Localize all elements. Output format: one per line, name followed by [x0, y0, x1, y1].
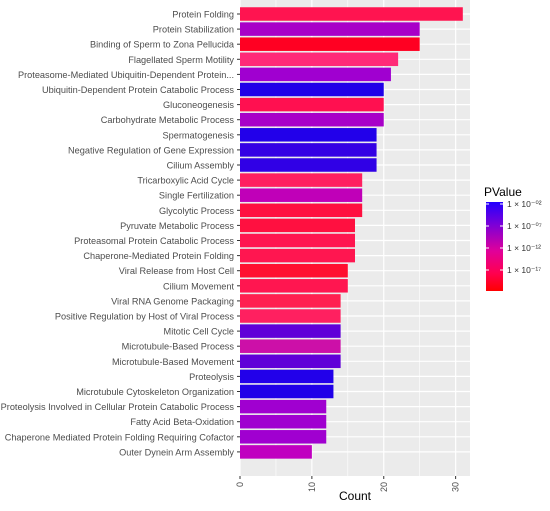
bar — [240, 112, 384, 127]
bar — [240, 324, 341, 338]
legend-colorbar — [486, 202, 503, 291]
category-label: Cilium Movement — [163, 281, 234, 291]
bar — [240, 369, 334, 384]
bar — [240, 354, 341, 369]
bar — [240, 430, 327, 444]
category-label: Flagellated Sperm Motility — [128, 55, 234, 65]
category-label: Chaperone-Mediated Protein Folding — [83, 251, 234, 261]
bar — [240, 158, 377, 172]
category-label: Mitotic Cell Cycle — [164, 327, 234, 337]
bar — [240, 173, 363, 187]
category-label: Spermatogenesis — [163, 130, 235, 140]
category-label: Fatty Acid Beta-Oxidation — [130, 417, 234, 427]
bar — [240, 22, 420, 36]
category-label: Positive Regulation by Host of Viral Pro… — [55, 312, 234, 322]
bar — [240, 399, 327, 414]
category-label: Tricarboxylic Acid Cycle — [137, 176, 234, 186]
category-label: Proteolysis — [189, 372, 234, 382]
bar — [240, 67, 391, 82]
bar — [240, 233, 355, 248]
bar — [240, 52, 399, 67]
bar — [240, 203, 363, 218]
bar — [240, 143, 377, 157]
category-label: Microtubule-Based Process — [122, 342, 235, 352]
bar — [240, 82, 384, 97]
legend-label: 1 × 10⁻¹⁷ — [507, 265, 541, 275]
legend-label: 1 × 10⁻¹² — [507, 243, 541, 253]
bar — [240, 309, 341, 323]
legend-label: 1 × 10⁻⁰² — [507, 199, 542, 209]
bar — [240, 263, 348, 278]
category-labels: Protein Folding Protein Stabilization Bind… — [1, 10, 240, 457]
x-tick-label: 20 — [379, 482, 389, 492]
x-tick-label: 10 — [307, 482, 317, 492]
category-label: Gluconeogenesis — [163, 100, 234, 110]
category-label: Negative Regulation of Gene Expression — [68, 145, 234, 155]
bar — [240, 339, 341, 353]
bar — [240, 294, 341, 308]
x-tick-label: 30 — [451, 482, 461, 492]
category-label: Outer Dynein Arm Assembly — [119, 447, 234, 457]
bar — [240, 37, 420, 51]
category-label: Microtubule-Based Movement — [112, 357, 234, 367]
bar — [240, 97, 384, 112]
bars — [240, 7, 463, 459]
bar — [240, 248, 355, 263]
category-label: Single Fertilization — [159, 191, 234, 201]
legend-ticks: 1 × 10⁻⁰² 1 × 10⁻⁰⁷ 1 × 10⁻¹² 1 × 10⁻¹⁷ — [486, 199, 542, 275]
bar — [240, 279, 348, 293]
category-label: Cilium Assembly — [167, 161, 235, 171]
category-label: Viral Release from Host Cell — [119, 266, 234, 276]
category-label: Viral RNA Genome Packaging — [111, 296, 234, 306]
category-label: Carbohydrate Metabolic Process — [101, 115, 235, 125]
x-axis: 0 10 20 30 — [235, 476, 461, 492]
category-label: Glycolytic Process — [159, 206, 234, 216]
x-tick-label: 0 — [235, 482, 245, 487]
category-label: Proteolysis Involved in Cellular Protein… — [1, 402, 235, 412]
bar — [240, 188, 363, 202]
bar — [240, 218, 355, 233]
category-label: Proteasome-Mediated Ubiquitin-Dependent … — [18, 70, 234, 80]
bar — [240, 128, 377, 142]
category-label: Pyruvate Metabolic Process — [120, 221, 234, 231]
category-label: Binding of Sperm to Zona Pellucida — [90, 40, 235, 50]
legend-title: PValue — [484, 185, 522, 199]
legend: PValue 1 × 10⁻⁰²1 × 10⁻⁰⁷1 × 10⁻¹²1 × 10… — [484, 185, 542, 291]
category-label: Ubiquitin-Dependent Protein Catabolic Pr… — [42, 85, 234, 95]
category-label: Protein Folding — [172, 10, 234, 20]
legend-label: 1 × 10⁻⁰⁷ — [507, 221, 542, 231]
category-label: Proteasomal Protein Catabolic Process — [74, 236, 234, 246]
category-label: Protein Stabilization — [153, 25, 234, 35]
bar — [240, 445, 312, 459]
category-label: Microtubule Cytoskeleton Organization — [76, 387, 234, 397]
bar — [240, 384, 334, 399]
category-label: Chaperone Mediated Protein Folding Requi… — [5, 432, 234, 442]
bar — [240, 7, 463, 21]
x-axis-title: Count — [339, 489, 372, 503]
bar — [240, 414, 327, 429]
